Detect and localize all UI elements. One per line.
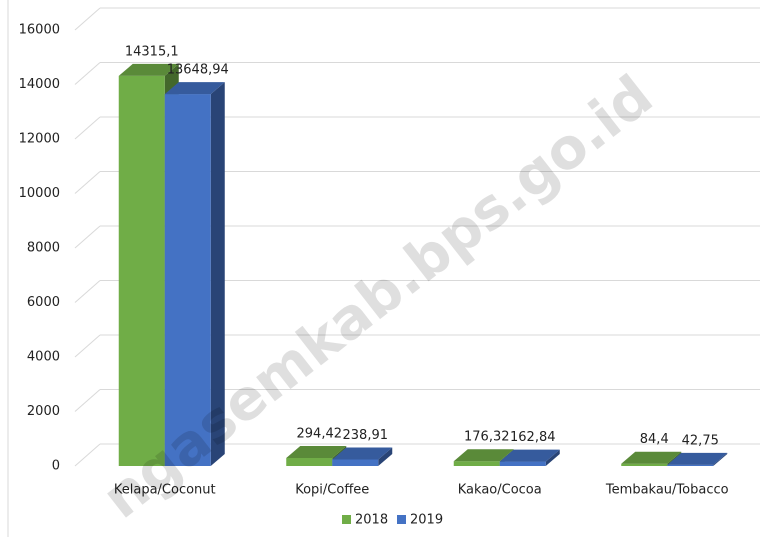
bar-side — [210, 82, 225, 467]
y-tick-label: 2000 — [27, 404, 60, 419]
bar-top — [621, 451, 682, 464]
data-label: 176,32 — [464, 430, 510, 445]
grid-line — [74, 443, 101, 467]
grid-line — [74, 280, 101, 303]
y-tick-label: 0 — [52, 459, 60, 474]
bar-side — [545, 449, 560, 466]
grid-line — [74, 62, 101, 85]
bar — [621, 463, 668, 466]
bar-top — [118, 63, 179, 76]
x-tick-label: Kopi/Coffee — [295, 483, 369, 498]
bar — [499, 461, 546, 466]
bar-top — [499, 449, 560, 462]
bar — [453, 461, 500, 466]
grid-line — [74, 334, 101, 358]
bar-top — [453, 449, 514, 462]
grid-line — [74, 171, 101, 194]
bar-top — [286, 445, 347, 458]
legend-swatch — [342, 515, 351, 524]
legend-label: 2019 — [410, 513, 443, 528]
y-tick-label: 14000 — [19, 77, 60, 92]
bar — [164, 94, 211, 467]
data-label: 294,42 — [297, 426, 343, 441]
legend-label: 2018 — [355, 513, 388, 528]
data-label: 84,4 — [640, 432, 669, 447]
y-tick-label: 16000 — [19, 23, 60, 38]
x-tick-label: Tembakau/Tobacco — [605, 483, 729, 498]
grid-line — [74, 7, 101, 31]
grid-line — [74, 225, 101, 249]
y-tick-label: 4000 — [27, 350, 60, 365]
y-tick-label: 12000 — [19, 132, 60, 147]
data-label: 162,84 — [510, 430, 556, 445]
bar — [118, 75, 165, 467]
bar-top — [332, 447, 393, 460]
data-label: 42,75 — [682, 433, 719, 448]
bar — [286, 457, 333, 466]
grid-line — [74, 116, 101, 140]
y-tick-label: 8000 — [27, 241, 60, 256]
x-tick-label: Kakao/Cocoa — [458, 483, 542, 498]
data-label: 238,91 — [343, 428, 389, 443]
y-tick-label: 10000 — [19, 186, 60, 201]
bar-top — [164, 82, 225, 95]
y-tick-label: 6000 — [27, 295, 60, 310]
legend-swatch — [397, 515, 406, 524]
bar — [332, 459, 379, 466]
data-label: 13648,94 — [167, 63, 229, 78]
bar-top — [667, 452, 728, 465]
grid-line — [74, 389, 101, 412]
bar — [667, 464, 714, 466]
bar-side — [713, 452, 728, 466]
data-label: 14315,1 — [125, 44, 179, 59]
bar-side — [378, 447, 393, 466]
x-tick-label: Kelapa/Coconut — [114, 483, 216, 498]
